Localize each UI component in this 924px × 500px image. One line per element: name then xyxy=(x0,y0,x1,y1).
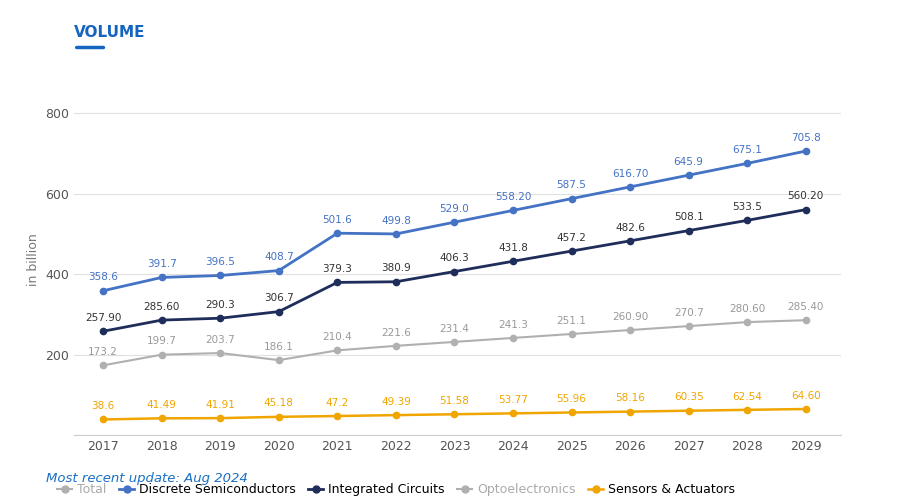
Text: 203.7: 203.7 xyxy=(205,334,235,344)
Text: 38.6: 38.6 xyxy=(91,401,115,411)
Text: 501.6: 501.6 xyxy=(322,215,352,225)
Text: 406.3: 406.3 xyxy=(440,253,469,263)
Text: 41.49: 41.49 xyxy=(147,400,176,410)
Text: 482.6: 482.6 xyxy=(615,222,645,232)
Text: 251.1: 251.1 xyxy=(556,316,587,326)
Text: 499.8: 499.8 xyxy=(381,216,411,226)
Text: 431.8: 431.8 xyxy=(498,243,528,253)
Text: 290.3: 290.3 xyxy=(205,300,235,310)
Text: 529.0: 529.0 xyxy=(440,204,469,214)
Text: 380.9: 380.9 xyxy=(381,264,411,274)
Text: 285.40: 285.40 xyxy=(787,302,824,312)
Text: 675.1: 675.1 xyxy=(732,145,762,155)
Text: 45.18: 45.18 xyxy=(264,398,294,408)
Text: 260.90: 260.90 xyxy=(612,312,649,322)
Text: 705.8: 705.8 xyxy=(791,132,821,142)
Text: 257.90: 257.90 xyxy=(85,313,121,323)
Text: 358.6: 358.6 xyxy=(89,272,118,282)
Y-axis label: in billion: in billion xyxy=(27,234,40,286)
Text: 285.60: 285.60 xyxy=(143,302,180,312)
Text: 616.70: 616.70 xyxy=(612,168,649,178)
Text: 41.91: 41.91 xyxy=(205,400,236,410)
Text: 379.3: 379.3 xyxy=(322,264,352,274)
Text: 221.6: 221.6 xyxy=(381,328,411,338)
Text: 241.3: 241.3 xyxy=(498,320,528,330)
Text: 280.60: 280.60 xyxy=(729,304,765,314)
Text: 645.9: 645.9 xyxy=(674,157,703,167)
Text: 186.1: 186.1 xyxy=(264,342,294,352)
Text: 173.2: 173.2 xyxy=(89,347,118,357)
Text: 51.58: 51.58 xyxy=(440,396,469,406)
Text: 53.77: 53.77 xyxy=(498,395,528,405)
Text: 199.7: 199.7 xyxy=(147,336,176,346)
Text: 558.20: 558.20 xyxy=(495,192,531,202)
Text: 60.35: 60.35 xyxy=(674,392,703,402)
Text: 508.1: 508.1 xyxy=(674,212,703,222)
Text: 58.16: 58.16 xyxy=(615,394,645,404)
Text: 408.7: 408.7 xyxy=(264,252,294,262)
Text: 210.4: 210.4 xyxy=(322,332,352,342)
Text: 457.2: 457.2 xyxy=(556,232,587,242)
Text: 306.7: 306.7 xyxy=(264,294,294,304)
Text: 64.60: 64.60 xyxy=(791,390,821,400)
Text: 62.54: 62.54 xyxy=(732,392,762,402)
Text: 560.20: 560.20 xyxy=(787,192,824,202)
Text: 270.7: 270.7 xyxy=(674,308,703,318)
Text: 587.5: 587.5 xyxy=(556,180,587,190)
Legend: Total, Discrete Semiconductors, Integrated Circuits, Optoelectronics, Sensors & : Total, Discrete Semiconductors, Integrat… xyxy=(57,483,736,496)
Text: Most recent update: Aug 2024: Most recent update: Aug 2024 xyxy=(46,472,248,485)
Text: 47.2: 47.2 xyxy=(326,398,349,407)
Text: 396.5: 396.5 xyxy=(205,257,236,267)
Text: 533.5: 533.5 xyxy=(732,202,762,212)
Text: 231.4: 231.4 xyxy=(440,324,469,334)
Text: VOLUME: VOLUME xyxy=(74,25,145,40)
Text: 49.39: 49.39 xyxy=(381,397,411,407)
Text: 55.96: 55.96 xyxy=(556,394,587,404)
Text: 391.7: 391.7 xyxy=(147,259,176,269)
